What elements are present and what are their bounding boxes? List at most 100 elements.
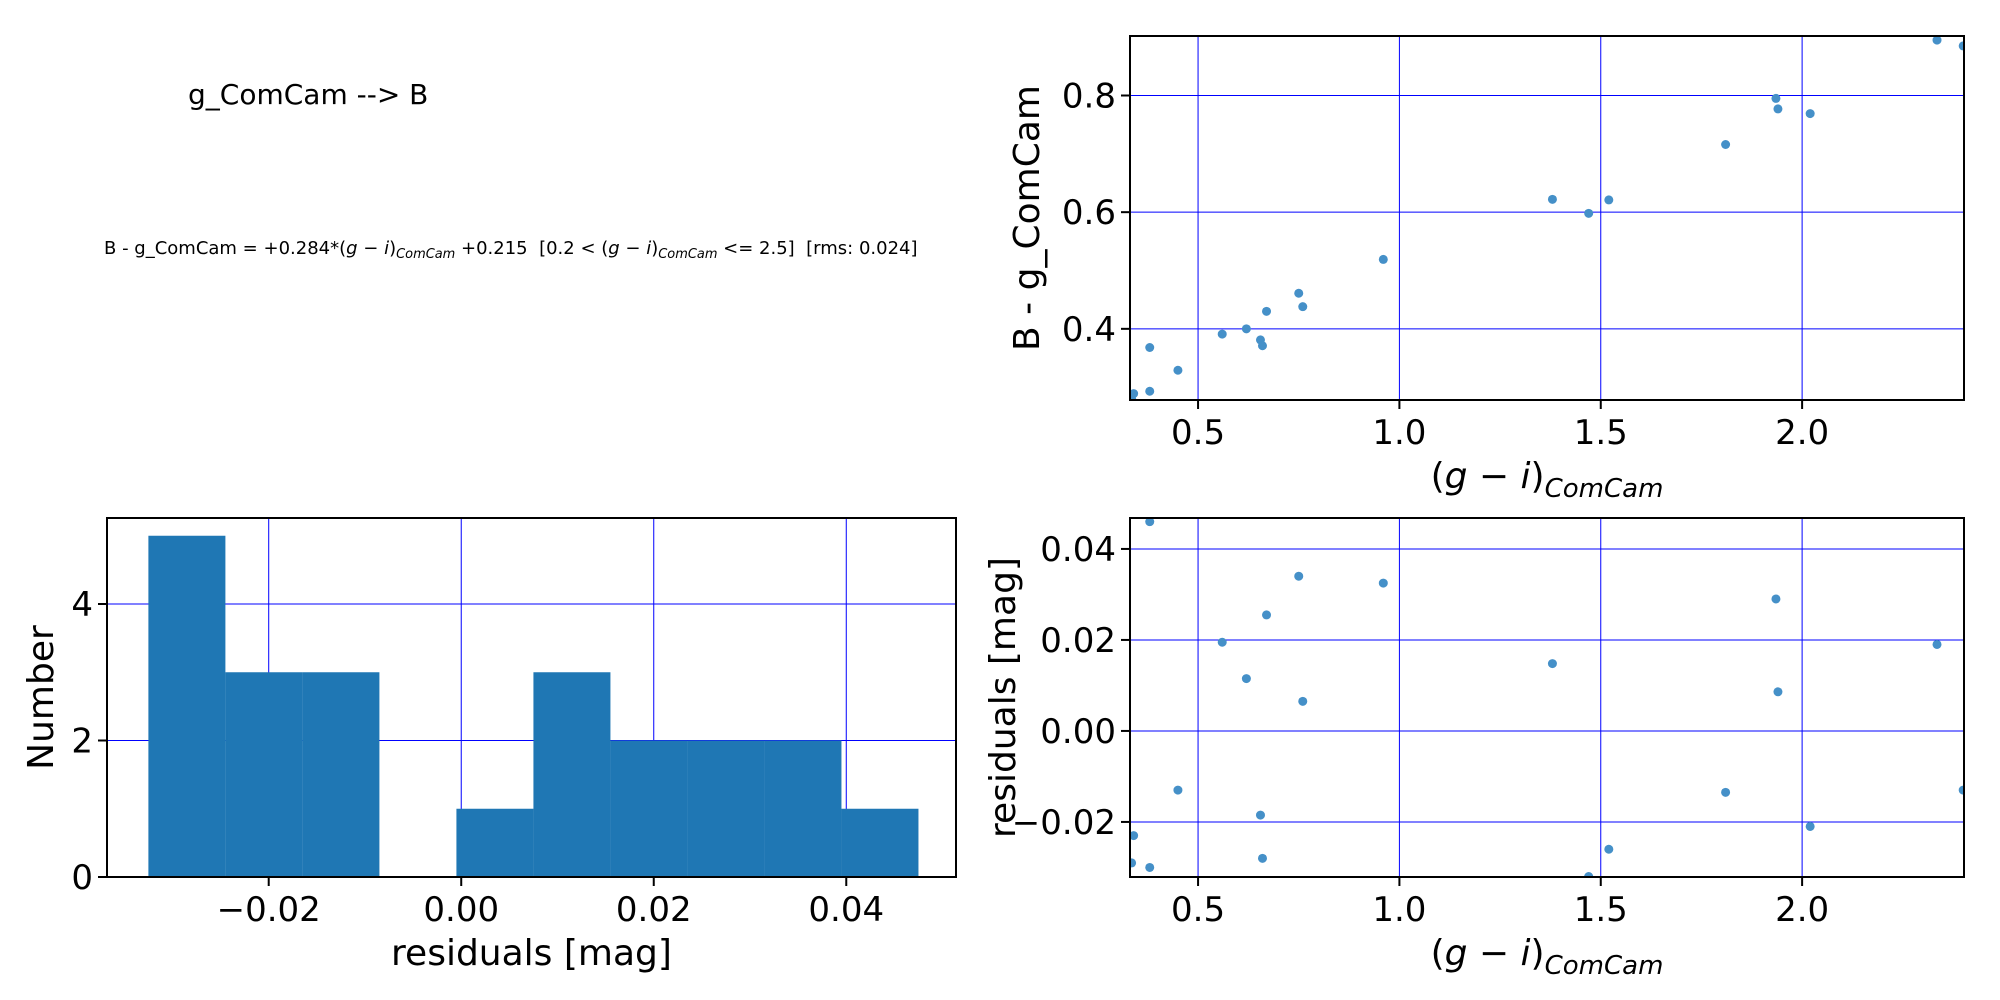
scatter-point [1771,93,1781,103]
equation-segment: +0.215 [0.2 < ( [455,238,609,259]
x-tick-label: 0.04 [808,890,884,930]
scatter-point [1958,785,1964,795]
equation-segment: g − i [346,238,390,259]
scatter-point [1932,639,1942,649]
scatter-point [1721,787,1731,797]
scatter-point [1721,140,1731,149]
scatter-point [1145,518,1155,527]
histogram-bar [841,808,919,877]
plot-border [1129,517,1965,878]
x-axis-label: (g − i)ComCam [1431,933,1664,981]
scatter-point [1262,610,1272,620]
y-tick-label: 0.02 [1040,621,1116,661]
scatter-point [1298,696,1308,706]
x-tick-label: 0.5 [1171,890,1225,930]
x-axis-label: residuals [mag] [391,933,672,974]
scatter-point [1241,324,1251,334]
scatter-point [1584,208,1594,218]
scatter-point [1241,674,1251,684]
scatter-point [1145,386,1155,396]
x-tick-label: 0.02 [616,890,692,930]
scatter-point [1378,254,1388,264]
x-tick-label: 1.0 [1372,413,1426,453]
y-tick-label: 0.8 [1062,77,1116,117]
y-tick-label: 0.04 [1040,530,1116,570]
scatter-point [1604,844,1614,854]
scatter-point [1262,306,1272,316]
equation-segment: ComCam [658,246,718,262]
scatter-point [1173,365,1183,375]
scatter-point [1217,329,1227,339]
equation-segment: ) [651,238,659,259]
x-tick-label: 1.0 [1372,890,1426,930]
scatter-point [1130,858,1137,868]
plot-content [148,535,919,877]
scatter-point [1604,195,1614,205]
equation-segment: <= 2.5] [rms: 0.024] [717,238,918,259]
histogram-bar [148,535,226,877]
scatter-point [1584,872,1594,877]
x-tick-label: −0.02 [217,890,321,930]
residuals-histogram: −0.02 0.00 0.02 0.04 0 2 4 residuals [mag] Numbe… [21,517,957,974]
scatter-point [1145,343,1155,352]
plot-content [1130,36,1964,400]
fit-equation: B - g_ComCam = +0.284*(g − i)ComCam +0.2… [104,238,918,262]
scatter-point [1378,578,1388,588]
scatter-point [1547,194,1557,204]
x-axis-label: (g − i)ComCam [1431,456,1664,504]
scatter-point [1255,810,1265,820]
plot-border [1129,35,1965,401]
histogram-bar [764,740,842,877]
y-tick-label: 4 [71,585,93,625]
scatter-point [1773,104,1783,114]
scatter-point [1771,594,1781,604]
x-tick-label: 0.5 [1171,413,1225,453]
y-axis-label: Number [21,625,62,770]
scatter-point [1173,785,1183,795]
residuals-scatter: 0.5 1.0 1.5 2.0 −0.02 0.00 0.02 0.04 (g − i)ComC… [983,517,1965,981]
equation-segment: ComCam [396,246,456,262]
equation-segment: B - g_ComCam = +0.284*( [104,238,347,259]
x-tick-label: 1.5 [1574,890,1628,930]
equation-segment: g − i [608,238,652,259]
scatter-point [1298,302,1308,312]
plot-content [1130,518,1964,877]
y-tick-label: 2 [71,721,93,761]
histogram-bar [687,740,765,877]
scatter-point [1130,389,1139,399]
scatter-point [1932,36,1942,45]
histogram-bar [225,672,303,877]
y-tick-label: 0.00 [1040,712,1116,752]
x-tick-label: 0.00 [423,890,499,930]
scatter-point [1547,659,1557,669]
scatter-point [1294,571,1304,581]
histogram-bar [533,672,611,877]
figure-title: g_ComCam --> B [188,78,429,111]
scatter-point [1805,821,1815,831]
y-tick-label: 0 [71,858,93,898]
equation-segment: ) [389,238,397,259]
histogram-bar [302,672,380,877]
scatter-point [1805,109,1815,119]
x-tick-label: 2.0 [1775,890,1829,930]
color-term-scatter: 0.5 1.0 1.5 2.0 0.4 0.6 0.8 (g − i)ComCam B - g_… [1007,35,1965,504]
x-tick-label: 1.5 [1574,413,1628,453]
histogram-bar [456,808,534,877]
scatter-point [1257,341,1267,351]
scatter-point [1294,288,1304,298]
y-axis-label: residuals [mag] [983,557,1024,838]
scatter-point [1773,687,1783,697]
y-tick-label: 0.6 [1062,193,1116,233]
y-tick-label: −0.02 [1012,803,1116,843]
y-tick-label: 0.4 [1062,310,1116,350]
x-tick-label: 2.0 [1775,413,1829,453]
scatter-point [1257,853,1267,863]
histogram-bar [610,740,688,877]
y-axis-label: B - g_ComCam [1007,85,1048,351]
scatter-point [1217,637,1227,647]
plot-border [106,517,957,878]
scatter-point [1130,831,1139,841]
scatter-point [1958,41,1964,51]
